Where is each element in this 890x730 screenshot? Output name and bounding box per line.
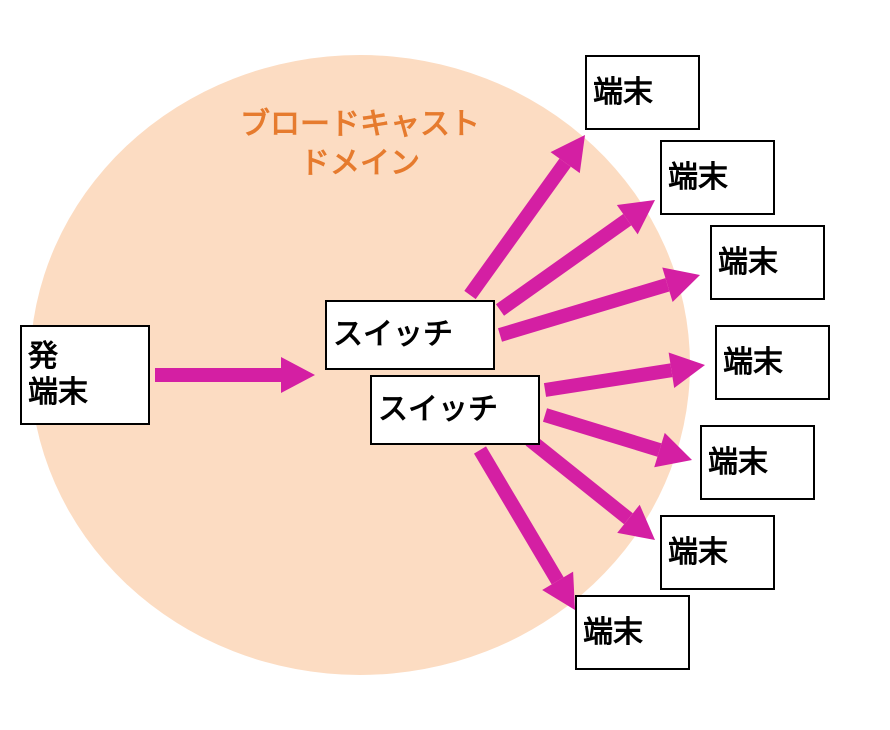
node-switch1: スイッチ	[325, 300, 495, 370]
node-term6: 端末	[660, 515, 775, 590]
node-source: 発 端末	[20, 325, 150, 425]
node-term1: 端末	[585, 55, 700, 130]
node-term4: 端末	[715, 325, 830, 400]
broadcast-domain-label: ブロードキャスト ドメイン	[220, 105, 500, 183]
node-term7: 端末	[575, 595, 690, 670]
node-term3: 端末	[710, 225, 825, 300]
node-term5: 端末	[700, 425, 815, 500]
node-switch2: スイッチ	[370, 375, 540, 445]
node-term2: 端末	[660, 140, 775, 215]
